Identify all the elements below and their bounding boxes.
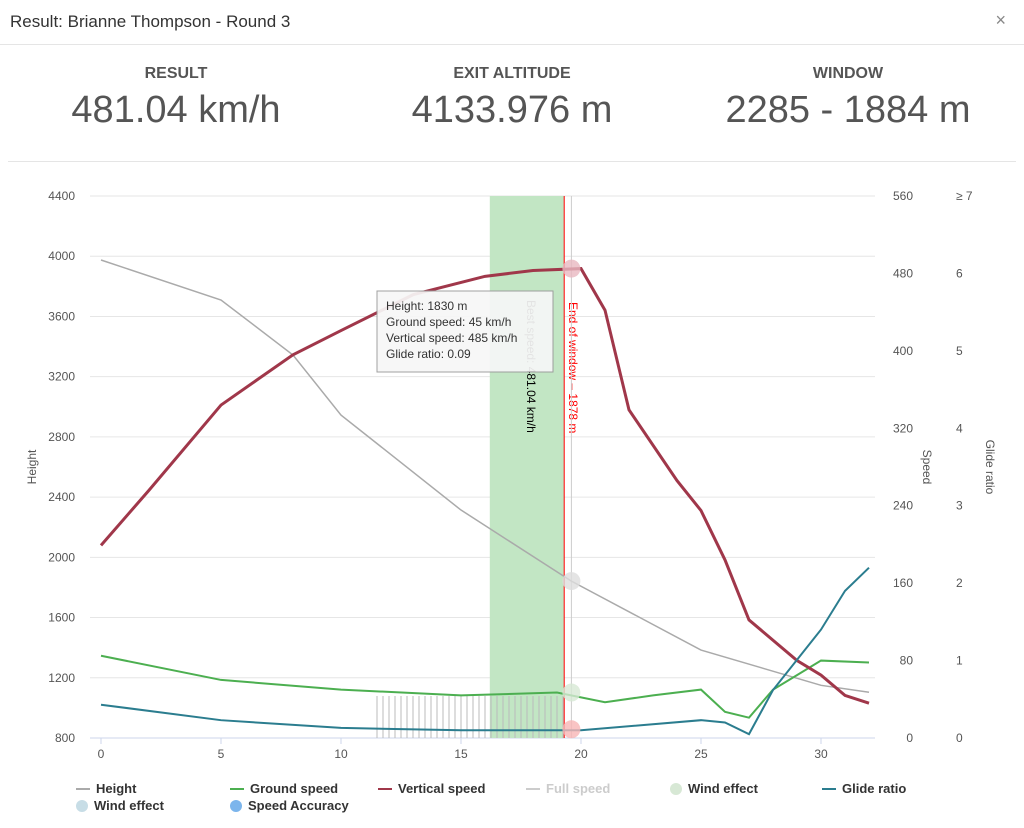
series-glide-ratio [100, 566, 870, 736]
y3-tick-label: 1 [956, 654, 963, 668]
y-axis-title: Height [25, 449, 39, 484]
y-tick-label: 2000 [48, 550, 75, 564]
legend-label: Wind effect [94, 798, 164, 813]
hover-marker [562, 683, 581, 702]
y-tick-label: 2400 [48, 490, 75, 504]
dialog-header: Result: Brianne Thompson - Round 3 [0, 0, 1024, 45]
line-marker-icon [76, 787, 90, 790]
legend-label: Ground speed [250, 781, 339, 796]
y-tick-label: 1200 [48, 671, 75, 685]
dot-marker-icon [76, 799, 88, 812]
y3-tick-label: 6 [956, 266, 963, 280]
y2-axis-title: Speed [920, 450, 934, 485]
stat-value: 4133.976 m [411, 89, 613, 131]
stat-window: WINDOW 2285 - 1884 m [680, 45, 1016, 161]
stat-exit-altitude: EXIT ALTITUDE 4133.976 m [344, 45, 680, 161]
y2-tick-label: 80 [900, 654, 914, 668]
x-tick-label: 5 [218, 747, 225, 761]
x-tick-label: 20 [574, 747, 588, 761]
dialog-title: Result: Brianne Thompson - Round 3 [10, 12, 291, 31]
x-tick-label: 15 [454, 747, 468, 761]
legend-item[interactable]: Full speed [526, 781, 610, 796]
legend-item[interactable]: Wind effect [76, 798, 164, 813]
y2-tick-label: 240 [893, 499, 913, 513]
legend-label: Vertical speed [398, 781, 486, 796]
hover-marker [562, 572, 581, 591]
legend-item[interactable]: Ground speed [230, 781, 338, 796]
y2-tick-label: 0 [906, 731, 913, 745]
series-vertical-speed [99, 267, 870, 705]
tooltip-line: Vertical speed: 485 km/h [386, 331, 517, 345]
stat-value: 2285 - 1884 m [725, 89, 971, 131]
y-tick-label: 800 [55, 731, 75, 745]
y2-tick-label: 160 [893, 576, 913, 590]
tooltip-line: Height: 1830 m [386, 299, 467, 313]
y-tick-label: 3200 [48, 370, 75, 384]
best-speed-band [489, 196, 565, 738]
y2-tick-label: 480 [893, 266, 913, 280]
line-marker-icon [822, 787, 836, 790]
hover-marker [562, 259, 581, 278]
y3-tick-label: 4 [956, 421, 963, 435]
legend-label: Wind effect [688, 781, 758, 796]
legend-item[interactable]: Vertical speed [378, 781, 485, 796]
y2-tick-label: 320 [893, 421, 913, 435]
line-marker-icon [378, 787, 392, 790]
x-tick-label: 10 [334, 747, 348, 761]
y3-tick-label: 0 [956, 731, 963, 745]
legend-item[interactable]: Glide ratio [822, 781, 906, 796]
y2-tick-label: 560 [893, 189, 913, 203]
legend-label: Speed Accuracy [248, 798, 349, 813]
dot-marker-icon [670, 782, 682, 795]
tooltip-line: Glide ratio: 0.09 [386, 347, 471, 361]
line-marker-icon [526, 787, 540, 790]
series-height [100, 259, 870, 693]
tooltip-line: Ground speed: 45 km/h [386, 315, 511, 329]
dot-marker-icon [230, 799, 242, 812]
y-tick-label: 4000 [48, 249, 75, 263]
stat-label: EXIT ALTITUDE [453, 65, 571, 82]
series-ground-speed [100, 654, 870, 719]
y-tick-label: 4400 [48, 189, 75, 203]
stat-value: 481.04 km/h [71, 89, 281, 131]
line-marker-icon [230, 787, 244, 790]
legend-label: Full speed [546, 781, 611, 796]
legend-item[interactable]: Wind effect [670, 781, 758, 796]
close-icon[interactable]: × [995, 10, 1006, 30]
y3-tick-label: 3 [956, 499, 963, 513]
y3-axis-title: Glide ratio [983, 440, 997, 495]
tooltip [376, 290, 554, 373]
hover-marker [562, 720, 581, 739]
y3-tick-label: ≥ 7 [956, 189, 973, 203]
stat-label: RESULT [144, 65, 208, 82]
x-tick-label: 25 [694, 747, 708, 761]
stat-label: WINDOW [812, 65, 884, 82]
window-label: End of window – 1878 m [566, 302, 580, 433]
legend-item[interactable]: Height [76, 781, 136, 796]
stat-result: RESULT 481.04 km/h [8, 45, 344, 161]
legend-label: Glide ratio [842, 781, 907, 796]
y3-tick-label: 5 [956, 344, 963, 358]
y3-tick-label: 2 [956, 576, 963, 590]
legend-item[interactable]: Speed Accuracy [230, 798, 349, 813]
legend-label: Height [96, 781, 137, 796]
y2-tick-label: 400 [893, 344, 913, 358]
y-tick-label: 3600 [48, 309, 75, 323]
y-tick-label: 1600 [48, 611, 75, 625]
y-tick-label: 2800 [48, 430, 75, 444]
x-tick-label: 30 [814, 747, 828, 761]
x-tick-label: 0 [98, 747, 105, 761]
stats-row: RESULT 481.04 km/h EXIT ALTITUDE 4133.976 … [8, 45, 1016, 162]
